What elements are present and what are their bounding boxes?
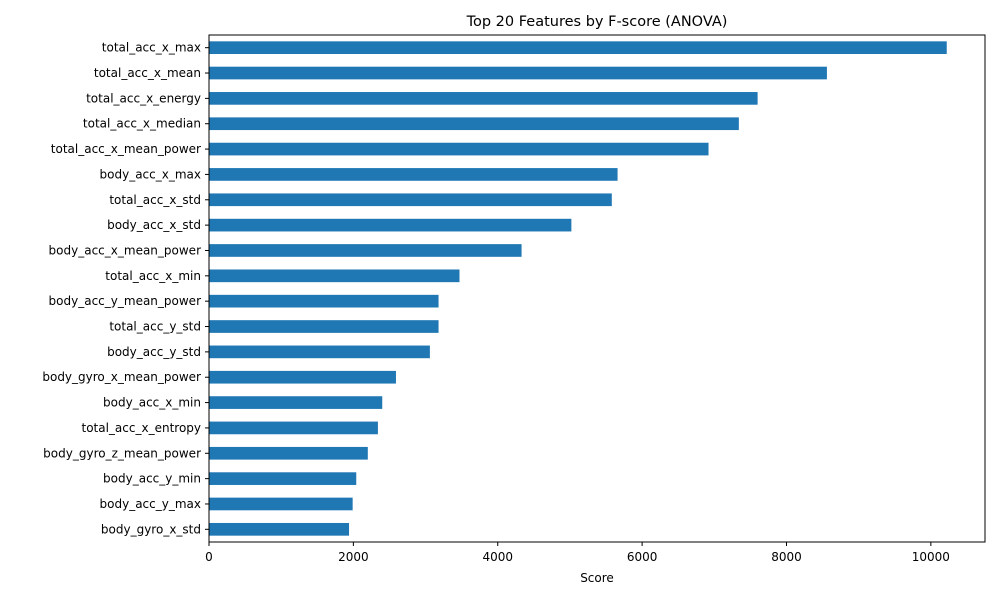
bar-total_acc_x_median [209, 117, 739, 131]
bar-total_acc_x_mean [209, 66, 827, 80]
bar-body_acc_x_max [209, 168, 618, 181]
y-tick-label-body_acc_x_min: body_acc_x_min [103, 396, 201, 410]
y-tick-label-body_acc_y_mean_power: body_acc_y_mean_power [49, 294, 202, 308]
bar-body_acc_x_min [209, 396, 383, 409]
x-ticks: 0 2000 4000 6000 8000 10000 [205, 542, 950, 564]
y-tick-label-total_acc_x_entropy: total_acc_x_entropy [81, 421, 201, 435]
bar-total_acc_x_min [209, 269, 460, 283]
bar-body_acc_y_mean_power [209, 294, 439, 308]
y-tick-label-body_gyro_z_mean_power: body_gyro_z_mean_power [43, 446, 201, 460]
x-tick-label-10000: 10000 [912, 550, 950, 564]
bar-total_acc_x_mean_power [209, 142, 709, 156]
x-tick-label-0: 0 [205, 550, 213, 564]
x-axis-title: Score [580, 571, 614, 585]
y-tick-label-total_acc_x_std: total_acc_x_std [109, 193, 201, 207]
bar-body_acc_y_min [209, 472, 357, 485]
axes-frame [208, 34, 986, 543]
x-tick-label-6000: 6000 [627, 550, 658, 564]
y-tick-label-total_acc_x_median: total_acc_x_median [83, 117, 201, 131]
chart-title: Top 20 Features by F-score (ANOVA) [466, 14, 728, 30]
bar-body_acc_x_mean_power [209, 244, 522, 257]
x-tick-label-2000: 2000 [338, 550, 369, 564]
bar-body_gyro_x_std [209, 522, 350, 536]
bar-total_acc_x_energy [209, 92, 758, 105]
y-tick-label-total_acc_x_max: total_acc_x_max [102, 41, 201, 55]
bar-total_acc_x_std [209, 193, 612, 207]
y-tick-label-body_acc_y_std: body_acc_y_std [107, 345, 201, 359]
y-tick-labels: total_acc_x_max total_acc_x_mean total_acc… [42, 41, 209, 536]
y-tick-label-body_acc_y_min: body_acc_y_min [103, 472, 201, 486]
y-tick-label-total_acc_x_min: total_acc_x_min [105, 269, 201, 283]
bar-body_acc_y_max [209, 497, 353, 511]
x-tick-label-8000: 8000 [771, 550, 802, 564]
bar-total_acc_x_max [209, 41, 947, 55]
bar-total_acc_y_std [209, 320, 439, 333]
y-tick-label-body_gyro_x_std: body_gyro_x_std [101, 522, 201, 536]
y-tick-label-body_acc_x_mean_power: body_acc_x_mean_power [49, 243, 202, 257]
bar-body_acc_y_std [209, 345, 430, 359]
y-tick-label-body_acc_x_std: body_acc_x_std [107, 218, 201, 232]
y-tick-label-body_gyro_x_mean_power: body_gyro_x_mean_power [42, 370, 201, 384]
bar-body_acc_x_std [209, 218, 572, 232]
y-tick-label-body_acc_y_max: body_acc_y_max [100, 497, 201, 511]
bars-group [209, 41, 947, 536]
bar-total_acc_x_entropy [209, 421, 378, 435]
y-tick-label-total_acc_x_mean_power: total_acc_x_mean_power [51, 142, 201, 156]
y-tick-label-body_acc_x_max: body_acc_x_max [100, 167, 201, 181]
bar-body_gyro_x_mean_power [209, 370, 396, 384]
y-tick-label-total_acc_y_std: total_acc_y_std [109, 320, 201, 334]
bar-body_gyro_z_mean_power [209, 446, 368, 460]
y-tick-label-total_acc_x_mean: total_acc_x_mean [94, 66, 201, 80]
x-tick-label-4000: 4000 [482, 550, 513, 564]
y-tick-label-total_acc_x_energy: total_acc_x_energy [86, 91, 201, 105]
